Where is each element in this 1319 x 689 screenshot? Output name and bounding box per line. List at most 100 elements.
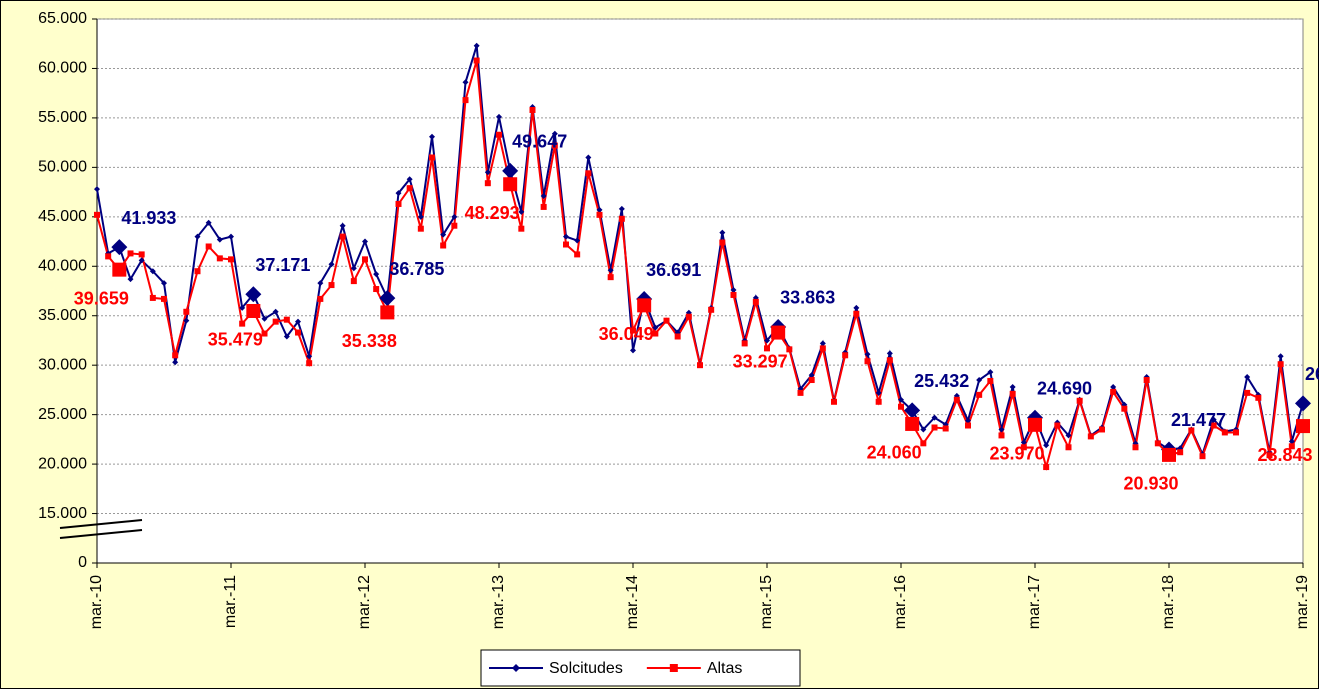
point — [730, 287, 737, 294]
point — [161, 295, 167, 302]
point — [998, 432, 1005, 439]
point — [1054, 422, 1061, 429]
point — [1295, 395, 1311, 412]
point — [1288, 438, 1295, 445]
y-tick-label: 40.000 — [38, 257, 87, 274]
value-label: 41.933 — [121, 208, 176, 228]
point — [451, 222, 458, 229]
point — [194, 268, 201, 275]
point — [380, 305, 395, 320]
point — [272, 318, 279, 325]
point — [663, 317, 670, 324]
point — [1244, 389, 1251, 396]
point — [607, 274, 614, 281]
point — [306, 353, 313, 360]
x-tick-label: mar.-14 — [624, 575, 641, 629]
point — [283, 316, 290, 323]
break-line — [59, 529, 143, 539]
point — [819, 345, 826, 352]
point — [1233, 429, 1239, 436]
point — [875, 398, 882, 405]
point — [1065, 444, 1072, 451]
point — [440, 242, 447, 249]
point — [246, 303, 261, 318]
point — [462, 79, 469, 86]
point — [1199, 453, 1206, 460]
point — [172, 352, 179, 359]
point — [942, 425, 949, 432]
point — [138, 257, 145, 264]
point — [965, 422, 971, 429]
point — [395, 200, 402, 207]
point — [362, 238, 368, 245]
point — [853, 304, 860, 311]
value-label: 26.136 — [1305, 364, 1319, 384]
y-tick-label: 55.000 — [38, 109, 87, 126]
point — [574, 251, 581, 258]
value-label: 25.432 — [914, 371, 969, 391]
point — [339, 233, 346, 240]
point — [1210, 416, 1217, 423]
point — [261, 330, 268, 337]
legend-marker — [669, 664, 678, 672]
point — [205, 219, 212, 226]
y-tick-label: 50.000 — [38, 159, 87, 176]
point — [484, 180, 491, 187]
value-label: 49.647 — [512, 132, 567, 152]
point — [127, 250, 134, 257]
point — [905, 416, 920, 431]
point — [172, 359, 179, 366]
point — [245, 286, 262, 303]
point — [563, 233, 569, 240]
point — [864, 351, 871, 358]
point — [373, 271, 380, 278]
y-tick-label: 20.000 — [38, 455, 87, 472]
x-tick-label: mar.-15 — [758, 575, 775, 629]
value-label: 48.293 — [465, 203, 520, 223]
point — [708, 306, 715, 313]
x-tick-label: mar.-17 — [1026, 575, 1043, 629]
point — [462, 97, 469, 104]
point — [272, 308, 279, 315]
point — [239, 320, 246, 327]
point — [1277, 353, 1284, 360]
point — [920, 440, 927, 447]
point — [283, 333, 290, 340]
point — [1244, 374, 1251, 381]
point — [127, 276, 134, 283]
point — [920, 426, 927, 433]
point — [183, 308, 190, 315]
point — [440, 231, 447, 238]
value-label: 21.477 — [1171, 410, 1226, 430]
point — [1043, 464, 1050, 471]
point — [362, 256, 368, 263]
point — [741, 340, 748, 347]
value-label: 33.863 — [780, 288, 835, 308]
value-label: 20.930 — [1123, 474, 1178, 494]
point — [1255, 394, 1262, 401]
point — [216, 236, 223, 243]
y-tick-label: 60.000 — [38, 60, 87, 77]
point — [1296, 419, 1310, 434]
point — [350, 265, 357, 272]
point — [904, 402, 921, 419]
point — [842, 352, 849, 359]
point — [1121, 405, 1128, 412]
point — [1009, 390, 1016, 397]
axis-break — [59, 519, 143, 539]
point — [540, 193, 547, 200]
y-tick-label: 25.000 — [38, 406, 87, 423]
point — [111, 239, 128, 256]
point — [138, 251, 145, 258]
point — [652, 324, 659, 331]
point — [976, 391, 983, 398]
x-tick-label: mar.-13 — [490, 575, 507, 629]
point — [1110, 388, 1117, 395]
point — [503, 177, 518, 192]
point — [596, 206, 603, 213]
point — [261, 315, 268, 322]
value-label: 37.171 — [255, 255, 310, 275]
point — [518, 225, 525, 232]
point — [853, 310, 860, 317]
